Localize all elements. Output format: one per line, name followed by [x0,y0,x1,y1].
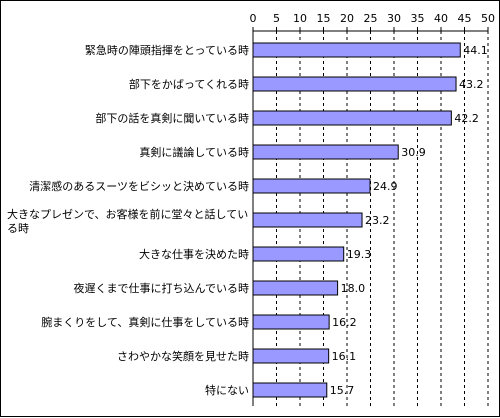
x-tick-label: 35 [411,12,425,25]
bar [252,246,345,262]
bar [252,144,399,160]
bar [252,76,457,92]
bar [252,382,328,398]
category-label: 部下をかばってくれる時 [129,77,249,91]
x-tick-label: 40 [434,12,448,25]
data-label: 43.2 [459,78,484,91]
bar [252,42,461,58]
data-label: 23.2 [365,214,390,227]
x-tick-label: 20 [340,12,354,25]
bar [252,348,330,364]
data-label: 30.9 [401,146,426,159]
category-label: 大きなプレゼンで、お客様を前に堂々と話している時 [7,207,248,235]
bar [252,212,363,228]
bar [252,178,371,194]
category-label: さわやかな笑顔を見せた時 [117,349,249,363]
x-tick-label: 0 [250,12,257,25]
category-label: 清潔感のあるスーツをビシッと決めている時 [29,179,249,193]
data-label: 19.3 [347,248,372,261]
data-label: 16.2 [332,316,357,329]
x-tick-label: 45 [458,12,472,25]
category-label: 腕まくりをして、真剣に仕事をしている時 [41,315,249,329]
bar [252,280,339,296]
data-label: 16.1 [332,350,357,363]
x-tick-label: 10 [293,12,307,25]
x-tick-label: 25 [364,12,378,25]
data-label: 18.0 [341,282,366,295]
data-label: 24.9 [373,180,398,193]
data-label: 44.1 [463,44,488,57]
x-tick-label: 5 [273,12,280,25]
category-label: 夜遅くまで仕事に打ち込んでいる時 [74,281,249,295]
category-label: 特にない [205,383,249,397]
bar [252,110,452,126]
category-label: 部下の話を真剣に聞いている時 [95,111,249,125]
bar [252,314,330,330]
data-label: 42.2 [454,112,479,125]
category-label: 緊急時の陣頭指揮をとっている時 [85,43,249,57]
x-tick-label: 15 [317,12,331,25]
x-tick-label: 30 [387,12,401,25]
data-label: 15.7 [330,384,355,397]
x-tick-label: 50 [481,12,495,25]
category-label: 真剣に議論している時 [139,145,249,159]
category-label: 大きな仕事を決めた時 [139,247,249,261]
